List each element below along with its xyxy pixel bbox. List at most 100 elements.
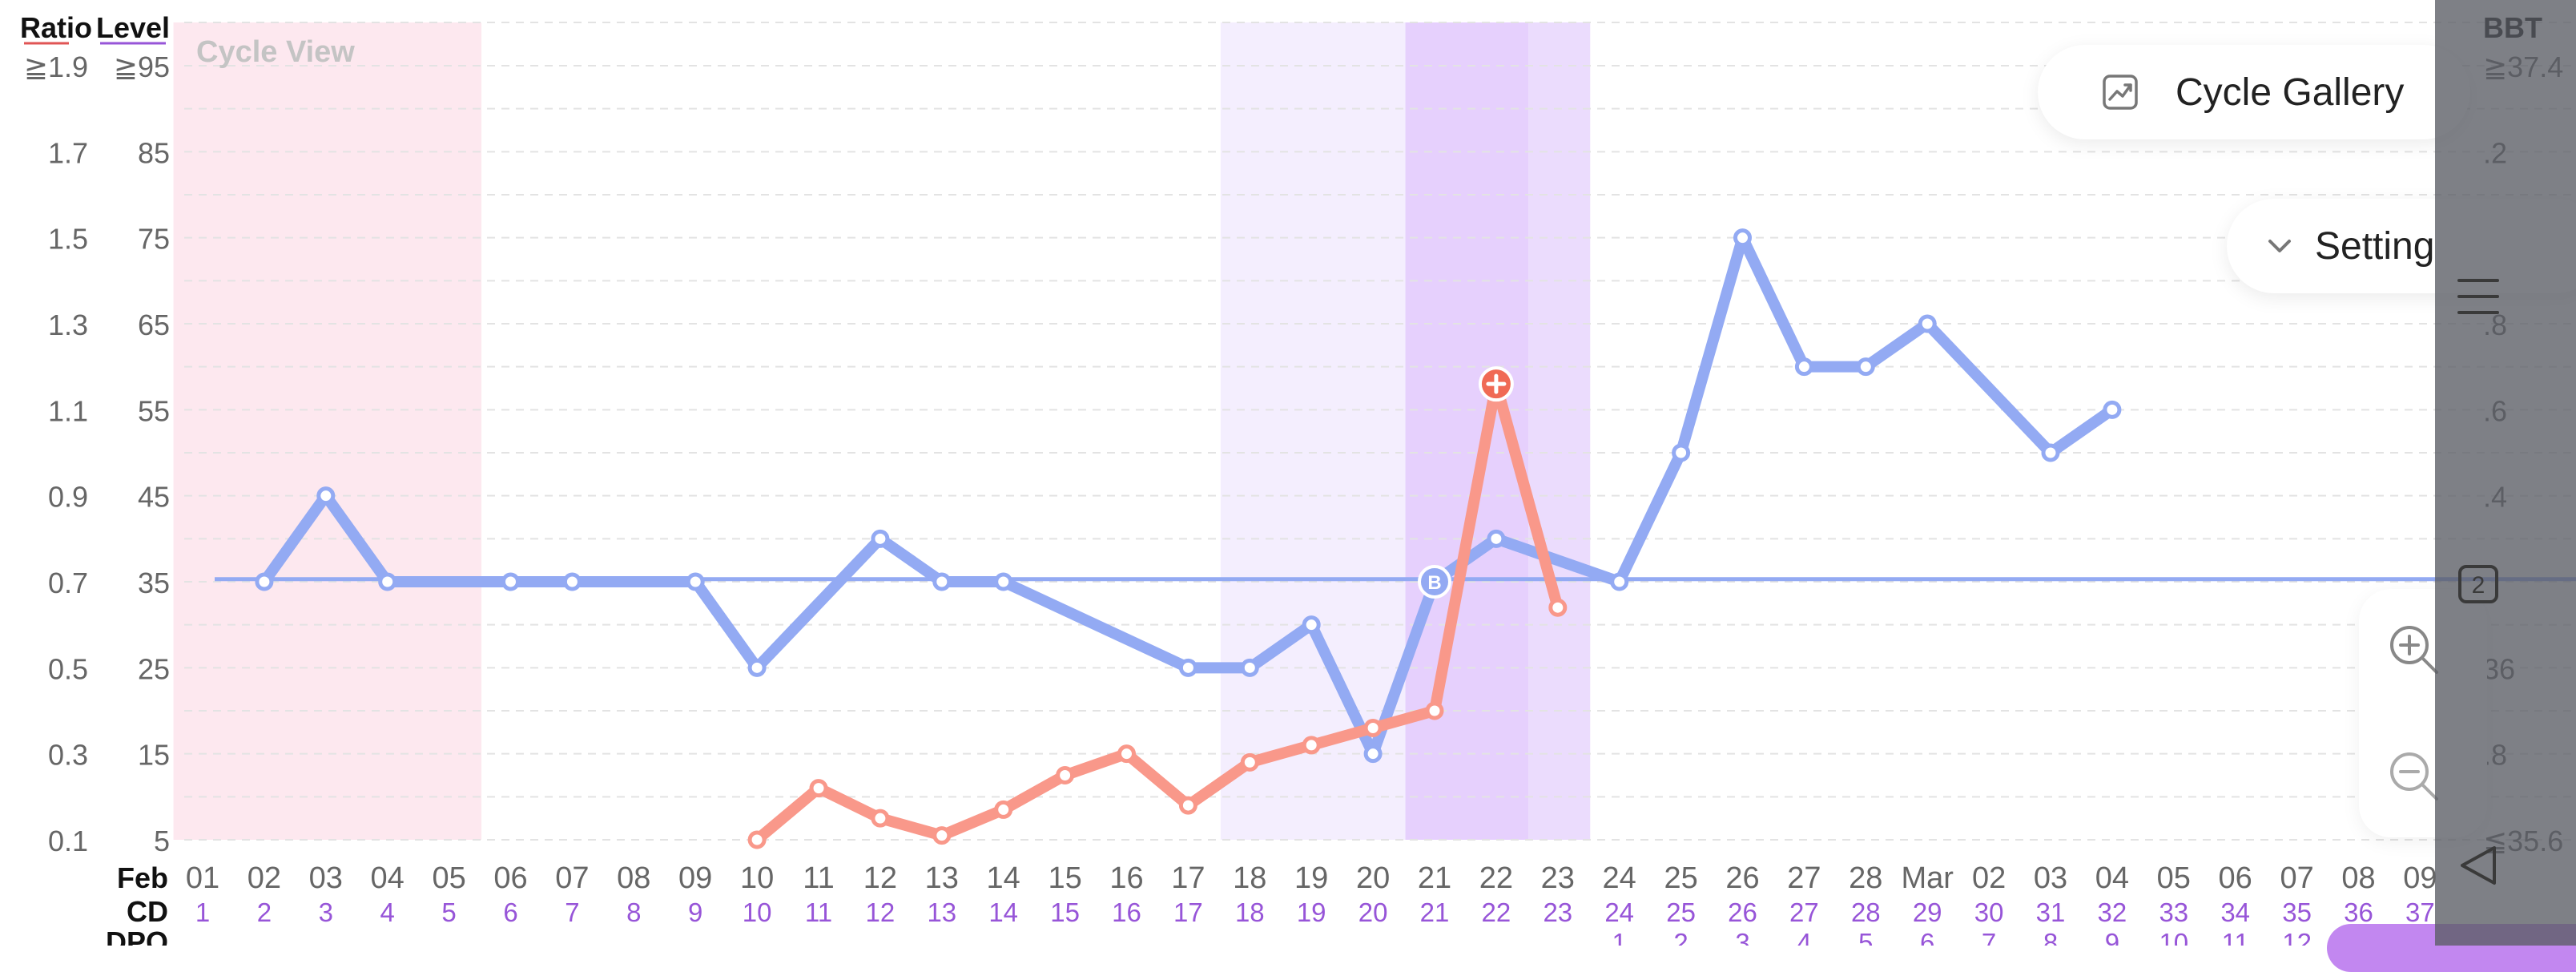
zoom-in-icon[interactable] (2387, 623, 2443, 679)
data-point (1672, 443, 1691, 462)
cycle-day-tick: 11 (805, 897, 832, 927)
ratio-tick: 0.7 (48, 567, 88, 599)
data-point (932, 572, 952, 591)
data-point (1548, 598, 1568, 617)
date-tick: 15 (1048, 861, 1081, 895)
gallery-chart-icon (2103, 75, 2138, 110)
date-tick: 05 (2157, 861, 2191, 895)
cycle-day-tick: 27 (1789, 897, 1819, 927)
date-tick: 28 (1849, 861, 1882, 895)
data-point (2041, 443, 2060, 462)
cycle-day-tick: 16 (1112, 897, 1141, 927)
fertile-window-band (1220, 22, 1406, 840)
dpo-tick: 2 (1673, 928, 1688, 946)
level-tick: 15 (138, 739, 170, 772)
dpo-tick: 11 (2222, 928, 2249, 946)
data-point (1733, 228, 1752, 248)
data-point (1363, 744, 1383, 764)
date-tick: 06 (2219, 861, 2252, 895)
level-tick: 55 (138, 394, 170, 427)
data-point (1425, 701, 1444, 720)
zoom-out-icon[interactable] (2387, 749, 2443, 805)
ratio-tick: 0.5 (48, 652, 88, 685)
data-point (562, 572, 582, 591)
data-point (2103, 400, 2122, 419)
data-point (1302, 736, 1321, 755)
ratio-tick: 0.9 (48, 481, 88, 514)
cycle-day-tick: 35 (2282, 897, 2312, 927)
dpo-tick: 1 (1612, 928, 1627, 946)
settings-label: Setting (2315, 224, 2435, 268)
date-tick: 07 (2280, 861, 2313, 895)
date-tick: 22 (1479, 861, 1513, 895)
date-tick: 27 (1787, 861, 1821, 895)
date-tick: 02 (1972, 861, 2006, 895)
cycle-day-tick: 13 (927, 897, 956, 927)
data-point (994, 800, 1013, 819)
cycle-day-tick: 10 (743, 897, 772, 927)
lh-series-line (258, 232, 2118, 760)
cycle-day-tick: 36 (2344, 897, 2373, 927)
data-point (1302, 615, 1321, 635)
calendar-icon[interactable]: 2 (2457, 563, 2499, 604)
ratio-tick: 1.1 (48, 394, 88, 427)
cycle-day-tick: 32 (2098, 897, 2127, 927)
dpo-tick: 10 (2159, 928, 2188, 946)
cycle-day-tick: 33 (2159, 897, 2188, 927)
chevron-down-icon (2268, 240, 2291, 252)
cycle-day-tick: 1 (195, 897, 210, 927)
data-point (871, 529, 890, 548)
phase-bands (173, 22, 1591, 840)
ratio-axis-title: Ratio (20, 11, 92, 44)
data-point (994, 572, 1013, 591)
data-point (1610, 572, 1629, 591)
date-tick: 25 (1664, 861, 1697, 895)
cycle-day-tick: 15 (1050, 897, 1080, 927)
menu-icon[interactable] (2456, 274, 2501, 319)
date-tick: 05 (432, 861, 465, 895)
cycle-gallery-label: Cycle Gallery (2176, 71, 2405, 114)
dpo-tick: 8 (2043, 928, 2058, 946)
date-tick: 11 (803, 861, 834, 895)
dpo-tick: 6 (1920, 928, 1934, 946)
cycle-day-tick: 24 (1604, 897, 1634, 927)
ovulation-marker (1418, 565, 1451, 599)
cycle-day-tick: 4 (380, 897, 395, 927)
cycle-day-tick: 7 (565, 897, 579, 927)
level-tick: 45 (138, 481, 170, 514)
date-tick: 06 (493, 861, 527, 895)
cycle-day-tick: 29 (1913, 897, 1942, 927)
level-tick: 35 (138, 567, 170, 599)
back-icon[interactable] (2457, 843, 2499, 888)
cycle-day-tick: 21 (1420, 897, 1450, 927)
cd-label: CD (127, 895, 168, 928)
date-tick: 17 (1171, 861, 1205, 895)
fertile-tail-band (1528, 22, 1591, 840)
date-tick: 07 (555, 861, 589, 895)
cycle-gallery-button[interactable]: Cycle Gallery (2038, 45, 2470, 139)
data-point (871, 809, 890, 828)
month-label: Feb (117, 861, 168, 894)
date-tick: 21 (1418, 861, 1451, 895)
cycle-day-tick: 9 (688, 897, 702, 927)
dpo-tick: 9 (2105, 928, 2119, 946)
cycle-day-tick: 8 (626, 897, 641, 927)
ratio-tick: 0.3 (48, 739, 88, 772)
level-tick: 65 (138, 309, 170, 341)
data-point (1363, 718, 1383, 737)
data-point (747, 830, 767, 849)
data-point (316, 486, 336, 506)
view-title: Cycle View (196, 35, 355, 69)
data-point (1178, 796, 1197, 815)
date-tick: 03 (2034, 861, 2067, 895)
level-tick: 85 (138, 136, 170, 169)
date-tick: 14 (987, 861, 1020, 895)
cycle-day-tick: 31 (2036, 897, 2066, 927)
calendar-badge: 2 (2472, 572, 2485, 599)
date-tick: 20 (1356, 861, 1390, 895)
data-point (1856, 357, 1875, 377)
dpo-tick: 5 (1858, 928, 1873, 946)
date-tick: 19 (1294, 861, 1328, 895)
data-point (378, 572, 397, 591)
cycle-day-tick: 2 (257, 897, 272, 927)
